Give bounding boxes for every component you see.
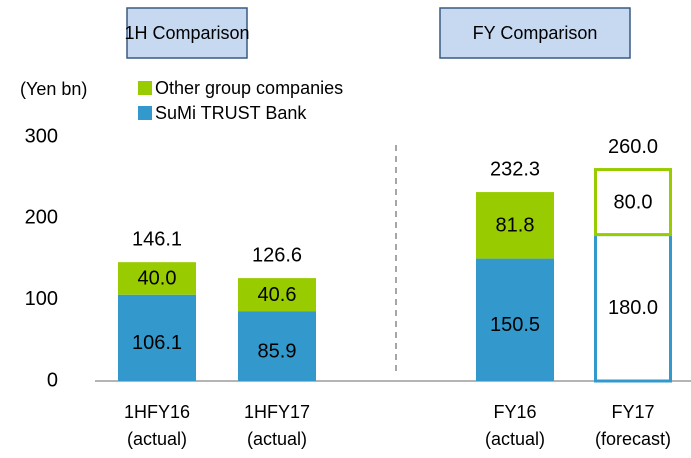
x-tick-label: 1HFY16	[124, 402, 190, 422]
bar-segment	[238, 311, 316, 381]
bar-segment	[238, 278, 316, 312]
bar-segment	[594, 168, 672, 237]
legend-swatch	[138, 81, 152, 95]
value-label: 180.0	[608, 297, 658, 319]
x-tick-label: 1HFY17	[244, 402, 310, 422]
y-tick-label: 0	[47, 369, 58, 391]
value-label: 106.1	[132, 332, 182, 354]
y-tick-label: 200	[25, 207, 58, 229]
total-label: 232.3	[490, 158, 540, 180]
y-tick-label: 300	[25, 125, 58, 147]
value-label: 40.6	[258, 284, 297, 306]
x-tick-label: (actual)	[485, 429, 545, 449]
value-label: 150.5	[490, 314, 540, 336]
y-axis-label: (Yen bn)	[20, 79, 87, 99]
bar-segment	[476, 258, 554, 381]
y-tick-label: 100	[25, 288, 58, 310]
group-box	[439, 7, 631, 59]
total-label: 126.6	[252, 244, 302, 266]
x-tick-label: FY16	[493, 402, 536, 422]
value-label: 40.0	[138, 268, 177, 290]
total-label: 146.1	[132, 228, 182, 250]
value-label: 80.0	[614, 191, 653, 213]
x-tick-label: (actual)	[247, 429, 307, 449]
bar-segment	[476, 192, 554, 259]
legend-swatch	[138, 106, 152, 120]
bar-segment	[594, 233, 672, 383]
x-tick-label: FY17	[611, 402, 654, 422]
total-label: 260.0	[608, 136, 658, 158]
value-label: 81.8	[496, 215, 535, 237]
legend-label: SuMi TRUST Bank	[155, 103, 307, 123]
x-tick-label: (forecast)	[595, 429, 671, 449]
group-label: FY Comparison	[473, 23, 598, 43]
bar-segment	[118, 294, 196, 381]
group-box	[126, 7, 248, 59]
value-label: 85.9	[258, 340, 297, 362]
legend-label: Other group companies	[155, 78, 343, 98]
bar-segment	[118, 262, 196, 295]
group-label: 1H Comparison	[124, 23, 249, 43]
x-tick-label: (actual)	[127, 429, 187, 449]
